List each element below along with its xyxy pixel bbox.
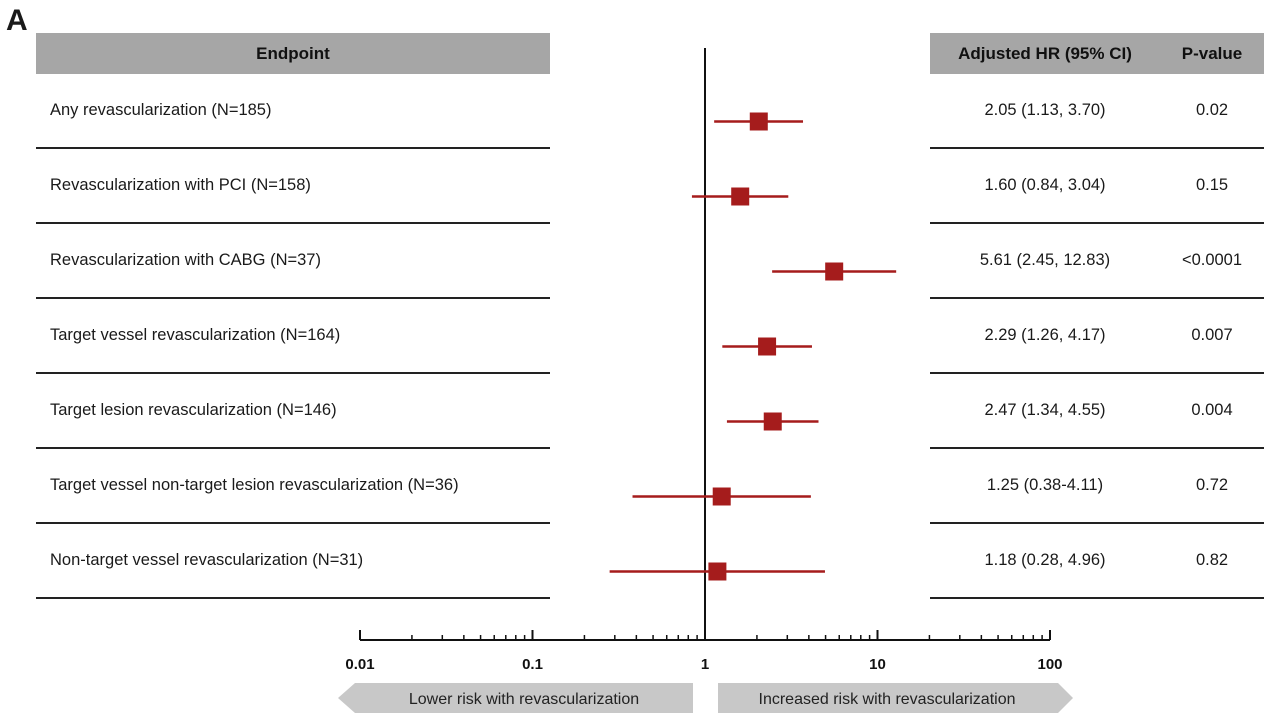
hr-marker (749, 112, 768, 131)
hr-ci-value: 2.29 (1.26, 4.17) (984, 326, 1106, 344)
tick-label: 10 (869, 656, 886, 673)
hr-ci-value: 2.47 (1.34, 4.55) (984, 401, 1106, 419)
lower-risk-arrow (338, 683, 693, 713)
p-value: 0.007 (1191, 326, 1233, 344)
table-row: 2.05 (1.13, 3.70) 0.02 (930, 74, 1264, 149)
table-row: 2.29 (1.26, 4.17) 0.007 (930, 299, 1264, 374)
table-row: 1.18 (0.28, 4.96) 0.82 (930, 524, 1264, 599)
p-value: 0.72 (1195, 476, 1229, 494)
endpoint-label: Target vessel non-target lesion revascul… (50, 476, 459, 494)
hr-marker (825, 262, 844, 281)
tick-label: 100 (1037, 656, 1062, 673)
hr-ci-value: 5.61 (2.45, 12.83) (979, 251, 1111, 269)
table-row: 2.47 (1.34, 4.55) 0.004 (930, 374, 1264, 449)
results-header: Adjusted HR (95% CI) P-value (930, 33, 1264, 74)
endpoint-label: Revascularization with CABG (N=37) (50, 251, 321, 269)
p-value: 0.004 (1191, 401, 1233, 419)
table-row: Target vessel non-target lesion revascul… (36, 449, 550, 524)
tick-label: 0.01 (345, 656, 374, 673)
increased-risk-label: Increased risk with revascularization (759, 691, 1016, 708)
p-value: <0.0001 (1181, 251, 1243, 269)
table-row: Revascularization with PCI (N=158) (36, 149, 550, 224)
endpoint-header-label: Endpoint (256, 43, 330, 63)
panel-label: A (6, 4, 28, 37)
endpoint-label: Any revascularization (N=185) (50, 101, 272, 119)
tick-label: 1 (701, 656, 709, 673)
increased-risk-arrow (718, 683, 1073, 713)
hr-marker (731, 187, 750, 206)
hr-marker (763, 412, 782, 431)
table-row: 1.25 (0.38-4.11) 0.72 (930, 449, 1264, 524)
hr-ci-value: 1.18 (0.28, 4.96) (984, 551, 1106, 569)
endpoint-label: Target vessel revascularization (N=164) (50, 326, 341, 344)
table-row: Non-target vessel revascularization (N=3… (36, 524, 550, 599)
hr-marker (758, 337, 777, 356)
p-header-label: P-value (1181, 43, 1243, 63)
p-value: 0.15 (1195, 176, 1229, 194)
hr-ci-value: 1.25 (0.38-4.11) (986, 476, 1104, 494)
hr-ci-value: 1.60 (0.84, 3.04) (984, 176, 1106, 194)
endpoint-label: Target lesion revascularization (N=146) (50, 401, 337, 419)
lower-risk-label: Lower risk with revascularization (409, 691, 639, 708)
endpoint-header: Endpoint (36, 33, 550, 74)
hr-marker (712, 487, 731, 506)
endpoint-label: Revascularization with PCI (N=158) (50, 176, 311, 194)
p-value: 0.02 (1195, 101, 1229, 119)
table-row: Target lesion revascularization (N=146) (36, 374, 550, 449)
hr-ci-value: 2.05 (1.13, 3.70) (984, 101, 1106, 119)
hr-header-label: Adjusted HR (95% CI) (958, 43, 1132, 63)
endpoint-label: Non-target vessel revascularization (N=3… (50, 551, 364, 569)
hr-marker (708, 562, 727, 581)
table-row: Target vessel revascularization (N=164) (36, 299, 550, 374)
table-row: 5.61 (2.45, 12.83) <0.0001 (930, 224, 1264, 299)
table-row: Any revascularization (N=185) (36, 74, 550, 149)
tick-label: 0.1 (522, 656, 543, 673)
p-value: 0.82 (1195, 551, 1229, 569)
table-row: 1.60 (0.84, 3.04) 0.15 (930, 149, 1264, 224)
table-row: Revascularization with CABG (N=37) (36, 224, 550, 299)
